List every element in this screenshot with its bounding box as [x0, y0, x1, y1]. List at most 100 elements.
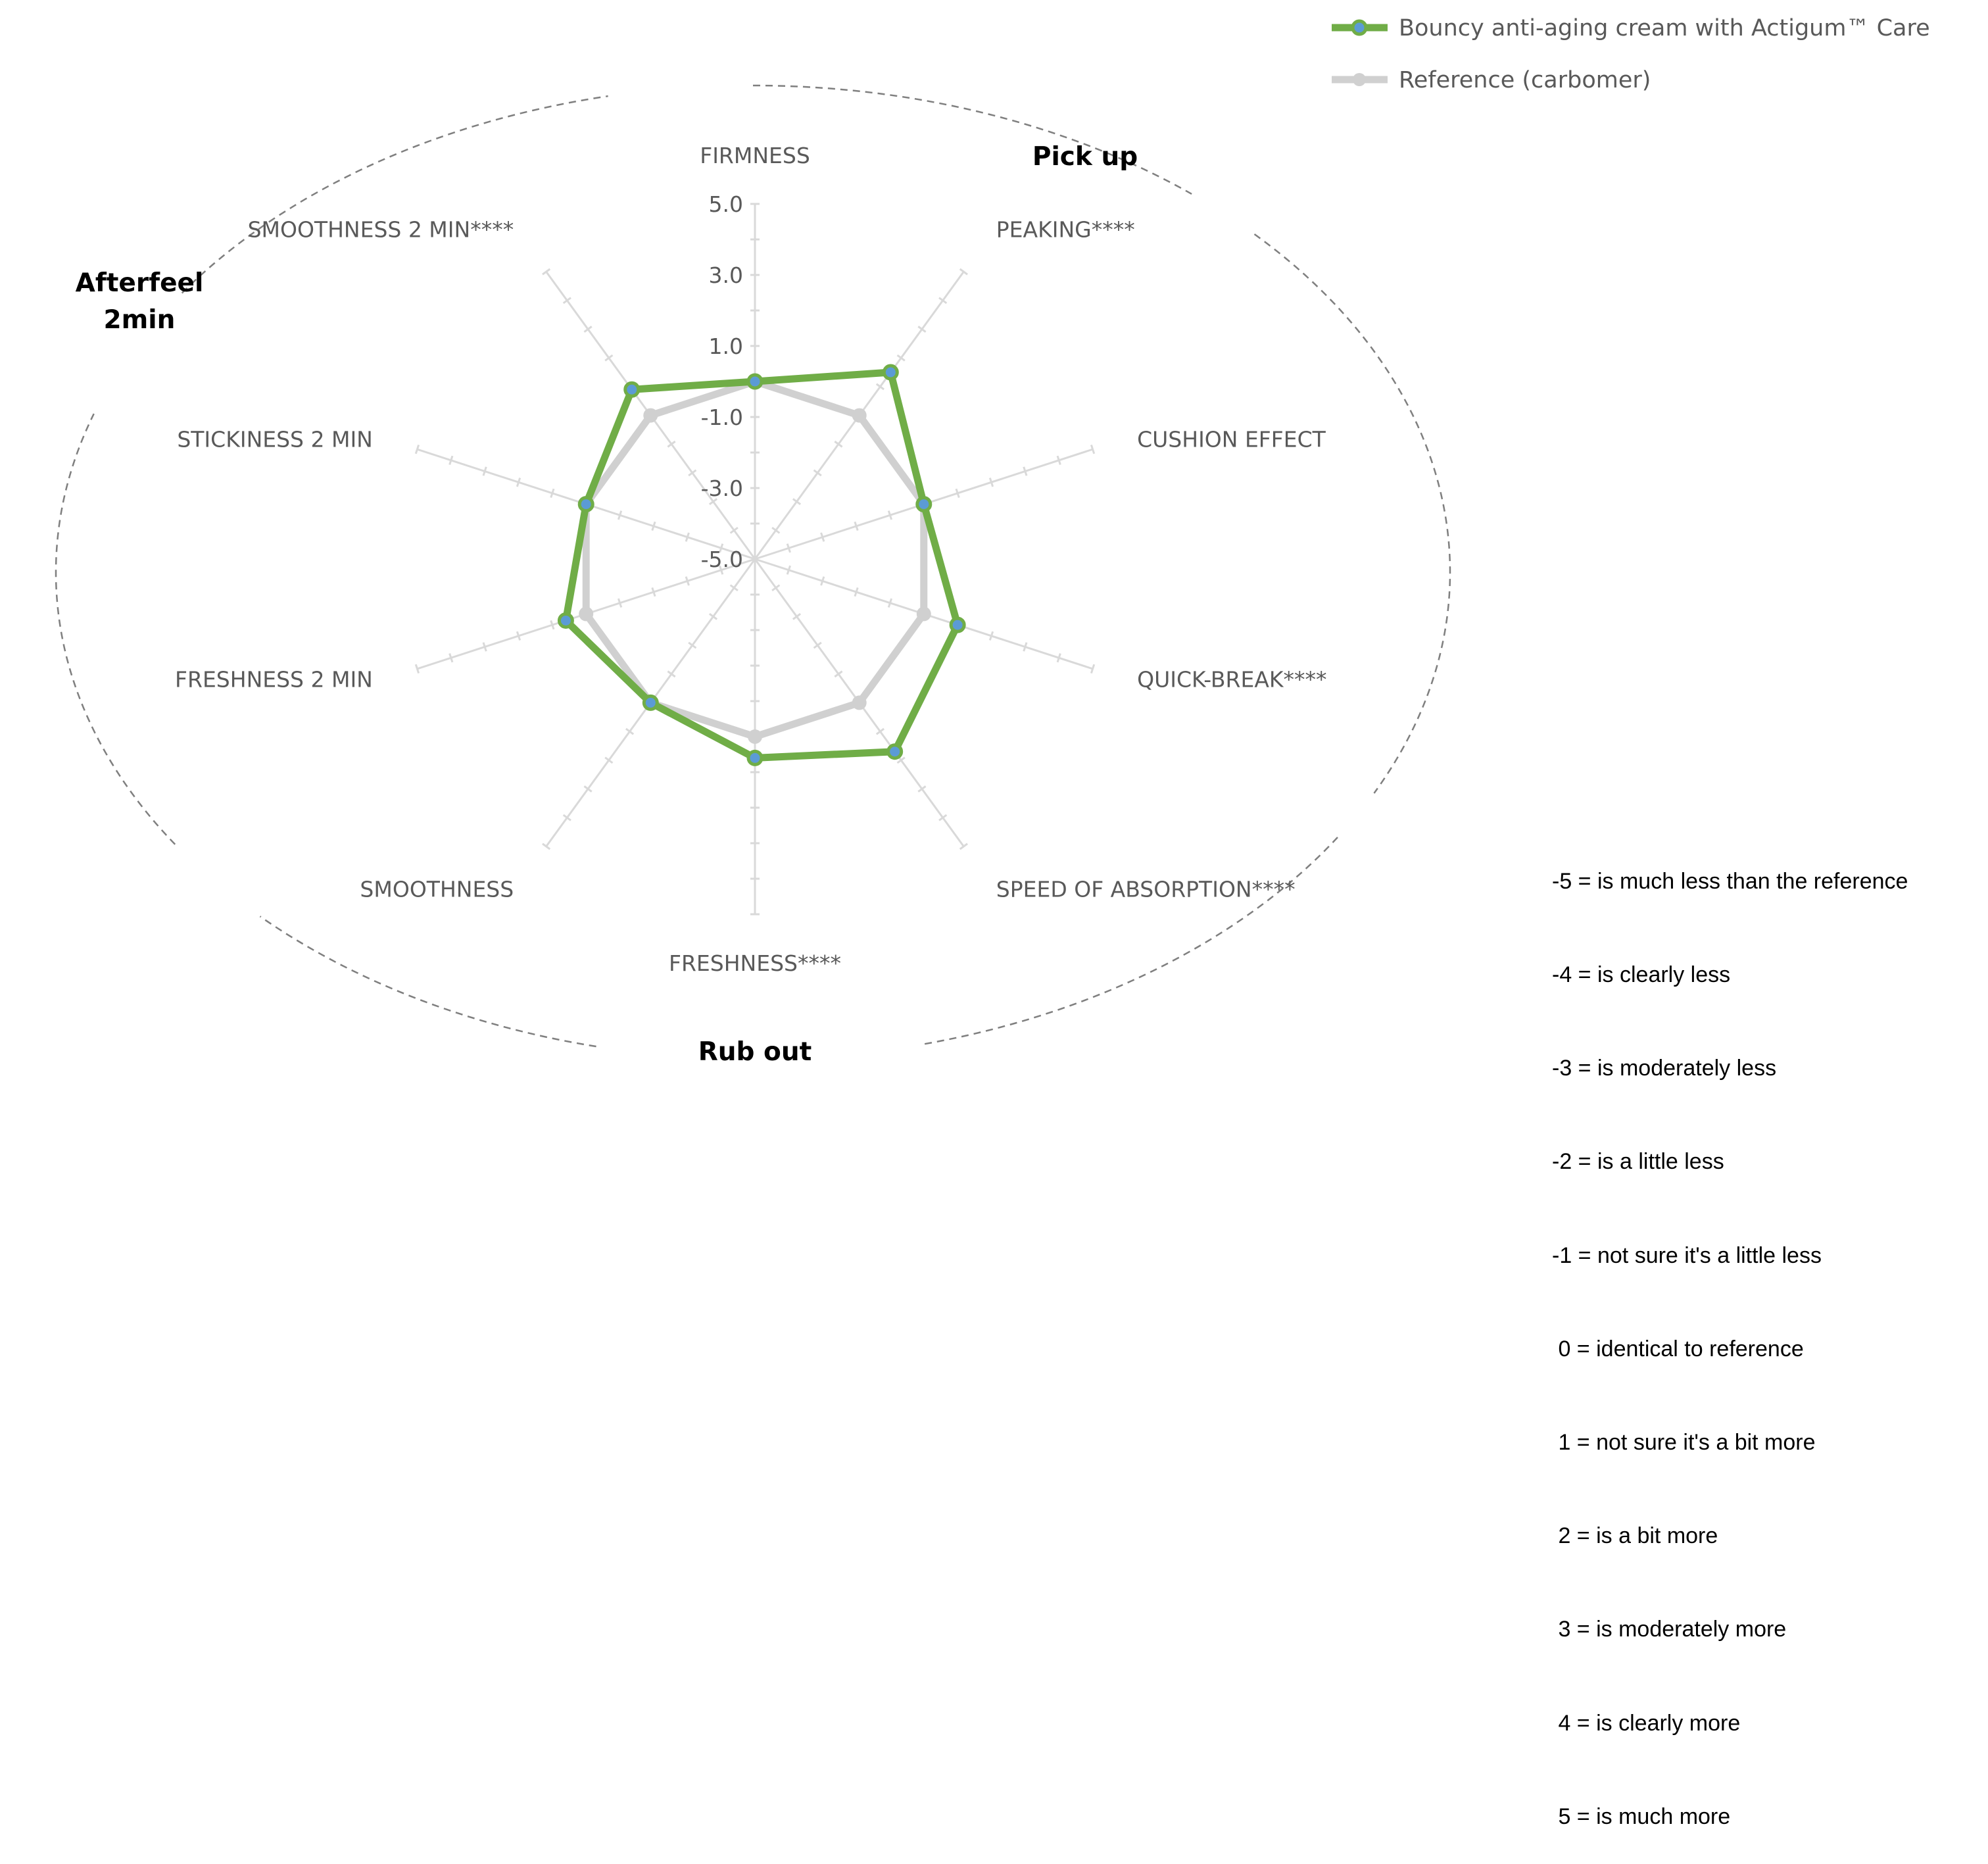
radar-grid — [414, 203, 1096, 916]
legend: Bouncy anti-aging cream with Actigum™ Ca… — [1332, 15, 1930, 93]
radial-tick-label: 1.0 — [709, 333, 743, 359]
scale-key-line: -3 = is moderately less — [1552, 1056, 1777, 1081]
axis-label: FIRMNESS — [700, 143, 810, 168]
spoke-tick — [792, 613, 802, 620]
axis-label: SMOOTHNESS — [360, 876, 514, 902]
spoke-tick — [917, 785, 927, 793]
axis-label: SMOOTHNESS 2 MIN**** — [248, 217, 514, 243]
axis-label: PEAKING**** — [996, 217, 1135, 243]
group-label-line: Pick up — [1032, 142, 1138, 172]
radar-series — [557, 364, 966, 766]
spoke-tick — [917, 326, 927, 333]
group-label-line: 2min — [104, 305, 176, 335]
spoke-tick — [988, 631, 994, 641]
axis-label: STICKINESS 2 MIN — [177, 427, 373, 453]
axis-label: QUICK-BREAK**** — [1137, 666, 1326, 692]
group-label: Pick up — [1032, 142, 1138, 172]
spoke-tick — [813, 641, 822, 649]
spoke-tick — [542, 843, 551, 850]
series-marker — [643, 408, 658, 423]
spoke-tick — [729, 584, 739, 592]
radial-tick-label: 3.0 — [709, 262, 743, 288]
axis-label: SPEED OF ABSORPTION**** — [996, 876, 1296, 902]
spoke-tick — [667, 440, 676, 448]
spoke-tick — [1090, 445, 1096, 454]
radial-tick-label: -3.0 — [701, 476, 743, 501]
axis-label: CUSHION EFFECT — [1137, 427, 1326, 453]
spoke-tick — [1056, 653, 1061, 663]
group-label-line: Afterfeel — [76, 268, 204, 298]
scale-key-line: 4 = is clearly more — [1552, 1710, 1741, 1736]
group-ellipse-arc — [259, 916, 596, 1048]
series-marker — [623, 381, 641, 398]
spoke-tick — [449, 653, 454, 663]
spoke-tick — [988, 478, 994, 487]
spoke-tick — [550, 488, 555, 498]
rating-scale-key: -5 = is much less than the reference -4 … — [1552, 804, 1908, 1864]
spoke-tick — [542, 268, 551, 276]
spoke-tick — [834, 440, 843, 448]
scale-key-line: 2 = is a bit more — [1552, 1523, 1718, 1549]
spoke-tick — [604, 756, 614, 764]
spoke-tick — [1023, 466, 1028, 476]
spoke-tick — [516, 631, 521, 641]
radial-tick-label: -5.0 — [701, 547, 743, 572]
scale-key-line: 3 = is moderately more — [1552, 1617, 1787, 1642]
series-marker — [746, 373, 764, 390]
spoke-tick — [1023, 642, 1028, 652]
axis-label: FRESHNESS**** — [669, 950, 841, 976]
spoke-tick — [896, 756, 906, 764]
group-labels: Pick up Rub out Afterfeel 2min — [76, 142, 1138, 1067]
spoke-tick — [719, 543, 724, 553]
group-ellipse-arc — [181, 95, 608, 294]
scale-key-line: -2 = is a little less — [1552, 1149, 1724, 1175]
spoke-tick — [729, 526, 739, 534]
spoke-tick — [667, 670, 676, 678]
legend-label: Bouncy anti-aging cream with Actigum™ Ca… — [1399, 15, 1930, 41]
group-ellipse-arc — [55, 413, 176, 845]
spoke-tick — [786, 565, 791, 575]
series-marker — [916, 606, 931, 622]
series-line — [562, 368, 961, 762]
spoke-tick — [854, 587, 859, 597]
radar-chart: 5.0 3.0 1.0 -1.0 -3.0 -5.0 FIRMNESS PEAKING***… — [55, 15, 1930, 1067]
spoke-tick — [959, 843, 968, 850]
spoke-tick — [562, 814, 571, 822]
group-ellipse-arc — [752, 84, 1192, 195]
spoke-tick — [604, 354, 614, 362]
scale-key-line: 0 = identical to reference — [1552, 1336, 1804, 1361]
spoke-tick — [550, 620, 555, 630]
spoke-tick — [617, 598, 623, 608]
axis-labels: FIRMNESS PEAKING**** CUSHION EFFECT QUICK-B… — [175, 143, 1327, 976]
group-ellipse-arc — [921, 837, 1338, 1046]
spoke-tick — [719, 565, 724, 575]
spoke-tick — [562, 297, 571, 305]
legend-item-series-2: Reference (carbomer) — [1332, 67, 1651, 93]
spoke-tick — [1090, 664, 1096, 674]
spoke-tick — [887, 598, 893, 608]
spoke-tick — [583, 785, 593, 793]
group-label-line: Rub out — [698, 1037, 812, 1067]
spoke-tick — [959, 268, 968, 276]
spoke-tick — [938, 297, 948, 305]
spoke-tick — [854, 521, 859, 531]
group-ellipse — [55, 84, 1451, 1048]
series-marker — [886, 743, 904, 760]
spoke-tick — [651, 587, 656, 597]
scale-key-line: -5 = is much less than the reference — [1552, 868, 1908, 894]
spoke-tick — [414, 445, 420, 454]
spoke-tick — [708, 613, 718, 620]
series-marker — [882, 364, 899, 381]
spoke-tick — [1056, 455, 1061, 465]
spoke-tick — [482, 466, 487, 476]
spoke-tick — [834, 670, 843, 678]
spoke-tick — [813, 469, 822, 477]
spoke-tick — [896, 354, 906, 362]
group-label: Rub out — [698, 1037, 812, 1067]
axis-label: FRESHNESS 2 MIN — [175, 666, 373, 692]
scale-key-line: 1 = not sure it's a bit more — [1552, 1430, 1816, 1456]
spoke-tick — [583, 326, 593, 333]
spoke-tick — [688, 641, 697, 649]
series-marker — [642, 694, 659, 711]
spoke-tick — [820, 532, 825, 542]
